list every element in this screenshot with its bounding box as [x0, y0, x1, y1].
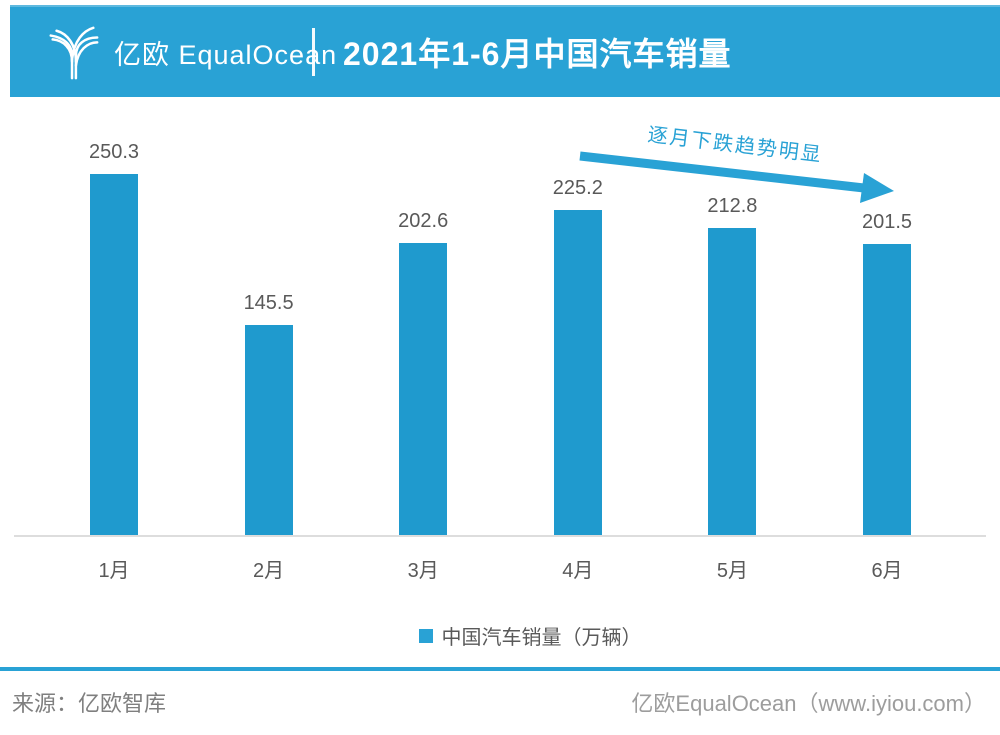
- bar: [553, 210, 602, 535]
- brand-logo-icon: [49, 26, 99, 80]
- bar-value-label: 212.8: [707, 195, 758, 217]
- bar-value-label: 250.3: [88, 141, 140, 163]
- x-axis-label: 6月: [871, 560, 903, 582]
- page-title: 2021年1-6月中国汽车销量: [343, 36, 732, 72]
- x-axis-label: 1月: [98, 560, 130, 582]
- bar: [708, 228, 757, 535]
- bar-value-label: 201.5: [861, 211, 913, 233]
- header-banner: 亿欧 EqualOcean 2021年1-6月中国汽车销量: [10, 5, 1000, 97]
- bar-value-label: 225.2: [552, 177, 603, 199]
- x-axis-label: 4月: [562, 560, 594, 582]
- bar-value-label: 202.6: [398, 210, 449, 232]
- legend-swatch: [418, 628, 433, 643]
- chart-legend: 中国汽车销量（万辆）: [30, 621, 1000, 650]
- bar-value-label: 145.5: [243, 292, 294, 314]
- bar: [399, 243, 448, 535]
- x-axis-label: 5月: [716, 560, 748, 582]
- bar: [863, 244, 911, 535]
- brand-logo-text: 亿欧 EqualOcean: [114, 39, 338, 70]
- bar: [244, 325, 293, 535]
- x-axis-label: 2月: [253, 560, 285, 582]
- x-axis-line: [14, 535, 986, 537]
- site-text: 亿欧EqualOcean（www.iyiou.com）: [631, 691, 986, 716]
- x-axis-label: 3月: [407, 560, 439, 582]
- footer-divider: [0, 667, 1000, 671]
- header-divider: [312, 28, 315, 76]
- source-text: 来源：亿欧智库: [12, 691, 167, 716]
- legend-label: 中国汽车销量（万辆）: [441, 627, 642, 649]
- footer: 来源：亿欧智库 亿欧EqualOcean（www.iyiou.com）: [12, 686, 986, 718]
- brand-logo: 亿欧 EqualOcean: [44, 7, 337, 97]
- bar: [90, 174, 138, 535]
